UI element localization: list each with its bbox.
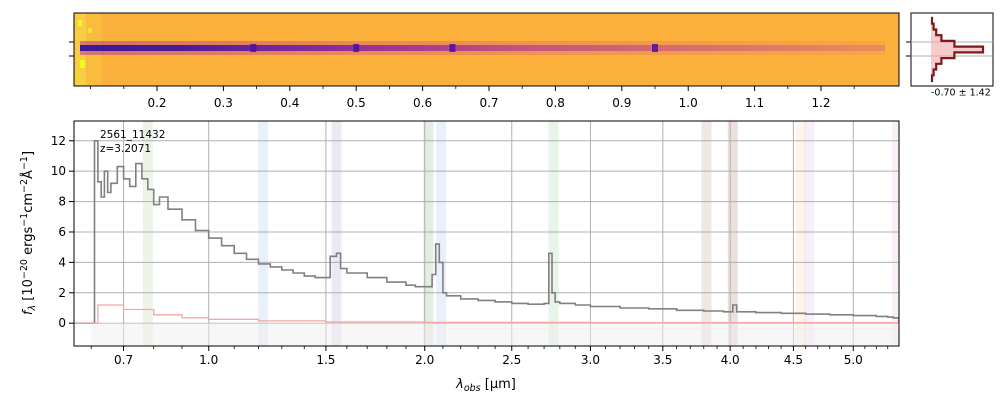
- spectrum-1d-panel: 0.7 1.0 1.5 2.0 2.5 3.0 3.5 4.0 4.5 5.0 0 2 4 6 8 10 12…: [19, 120, 900, 394]
- redshift-label: z=3.2071: [100, 143, 151, 155]
- y-axis-label: fλ [10−20 ergs−1cm−2Å−1]: [19, 151, 38, 315]
- y-label-mid2: cm: [21, 193, 36, 213]
- spectrum-2d-halo-upper: [80, 41, 885, 45]
- x-tick-label: 0.7: [114, 353, 133, 367]
- emission-feature-1: [353, 44, 360, 52]
- profile-panel: -0.70 ± 1.42: [906, 12, 994, 98]
- spectrum-2d-frame: [73, 12, 900, 87]
- top-tick-label: 0.4: [280, 96, 299, 110]
- x-tick-label: 1.0: [199, 353, 218, 367]
- y-tick-label: 8: [58, 195, 66, 209]
- profile-annotation: -0.70 ± 1.42: [931, 87, 991, 98]
- top-tick-label: 0.7: [479, 96, 498, 110]
- x-tick-label: 5.0: [844, 353, 863, 367]
- emission-feature-3: [652, 44, 658, 52]
- y-label-mid3: Å: [20, 170, 36, 179]
- top-tick-label: 1.2: [811, 96, 830, 110]
- profile-fill: [931, 18, 983, 81]
- y-label-sup2: −1: [19, 213, 30, 227]
- line-band-6: [701, 121, 712, 346]
- zero-band: [91, 323, 899, 346]
- y-axis-ticks: 0 2 4 6 8 10 12: [51, 134, 74, 330]
- y-label-symbol: f: [21, 308, 36, 315]
- x-axis-label-subscript: obs: [464, 383, 481, 394]
- line-band-8: [795, 121, 806, 346]
- x-axis-label-unit: [µm]: [481, 377, 516, 392]
- top-tick-label: 0.9: [612, 96, 631, 110]
- y-label-end: ]: [21, 151, 36, 156]
- line-band-2: [331, 121, 342, 346]
- top-tick-label: 0.2: [147, 96, 166, 110]
- error-series-line: [74, 304, 899, 324]
- y-label-sup3: −2: [19, 179, 30, 193]
- x-tick-label: 3.0: [581, 353, 600, 367]
- line-band-9: [804, 121, 815, 346]
- top-tick-label: 1.1: [745, 96, 764, 110]
- x-axis-ticks: 0.7 1.0 1.5 2.0 2.5 3.0 3.5 4.0 4.5 5.0: [90, 346, 889, 367]
- x-tick-label: 3.5: [653, 353, 672, 367]
- spectrum-2d-x-ticks: 0.2 0.3 0.4 0.5 0.6 0.7 0.8 0.9 1.0 1.1 1.2: [90, 86, 855, 110]
- top-tick-label: 1.0: [679, 96, 698, 110]
- y-label-sup1: −20: [19, 259, 30, 279]
- top-tick-label: 0.3: [214, 96, 233, 110]
- top-tick-label: 0.5: [347, 96, 366, 110]
- x-tick-label: 4.5: [784, 353, 803, 367]
- emission-feature-0: [250, 44, 257, 52]
- emission-line-bands: [142, 121, 899, 346]
- x-tick-label: 2.0: [415, 353, 434, 367]
- profile-step-line: [930, 16, 985, 83]
- y-tick-label: 12: [51, 134, 66, 148]
- y-tick-label: 10: [51, 164, 66, 178]
- x-axis-label: λobs [µm]: [455, 377, 516, 394]
- y-label-mid1: ergs: [21, 227, 36, 259]
- object-id-label: 2561_11432: [100, 129, 165, 141]
- y-label-sup4: −1: [19, 156, 30, 170]
- top-tick-label: 0.6: [413, 96, 432, 110]
- spectrum-2d-halo-lower: [80, 51, 885, 55]
- y-tick-label: 6: [58, 225, 66, 239]
- y-tick-label: 4: [58, 255, 66, 269]
- spectrum-2d-emission-features: [250, 44, 658, 52]
- plot-area: [74, 121, 899, 346]
- emission-feature-2: [449, 44, 456, 52]
- top-tick-label: 0.8: [546, 96, 565, 110]
- x-tick-label: 1.5: [316, 353, 335, 367]
- plot-frame: [73, 120, 900, 347]
- line-band-5: [548, 121, 559, 346]
- line-band-7: [727, 121, 738, 346]
- series-layer: [74, 140, 899, 346]
- line-band-4: [436, 121, 447, 346]
- spectrum-2d-panel: 0.2 0.3 0.4 0.5 0.6 0.7 0.8 0.9 1.0 1.1 1.2: [69, 12, 900, 110]
- line-band-3: [423, 121, 434, 346]
- x-tick-label: 4.0: [721, 353, 740, 367]
- flux-series-line: [74, 140, 899, 324]
- line-band-0: [142, 121, 153, 346]
- spectrum-2d-trace: [80, 45, 885, 51]
- line-band-1: [258, 121, 269, 346]
- y-label-sub: λ: [27, 305, 38, 312]
- x-tick-label: 2.5: [502, 353, 521, 367]
- x-axis-label-symbol: λ: [455, 377, 464, 392]
- y-tick-label: 0: [58, 316, 66, 330]
- y-tick-label: 2: [58, 286, 66, 300]
- line-band-10: [891, 121, 899, 346]
- y-label-rest: [10: [21, 279, 36, 305]
